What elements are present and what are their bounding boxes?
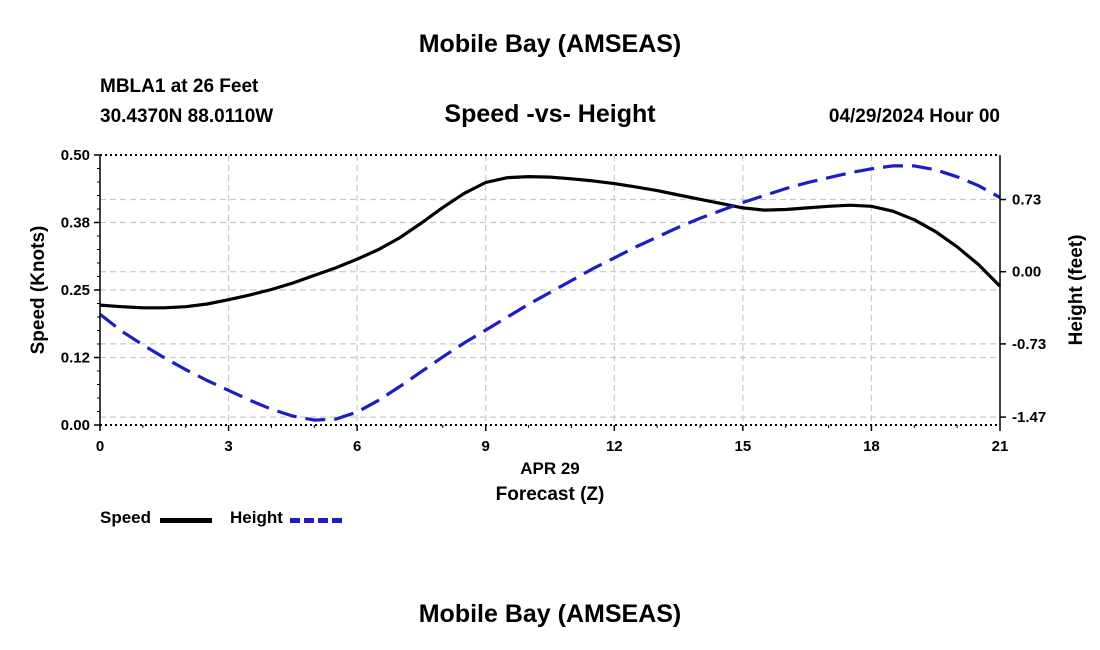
x-tick-label: 18	[863, 438, 880, 455]
y2-tick-label: -0.73	[1012, 336, 1046, 353]
grid-lines	[100, 155, 1000, 425]
footer-title: Mobile Bay (AMSEAS)	[418, 600, 682, 628]
x-tick-label: 6	[353, 438, 361, 455]
y2-tick-label: 0.73	[1012, 192, 1041, 209]
legend-swatch-speed	[160, 518, 212, 523]
x-tick-label: 21	[992, 438, 1009, 455]
series-line-height	[99, 164, 1001, 422]
x-tick-label: 15	[735, 438, 752, 455]
station-label: MBLA1 at 26 Feet	[100, 76, 259, 97]
series-layer	[99, 164, 1002, 422]
y2-axis-label: Height (feet)	[1066, 235, 1087, 346]
station-coordinates: 30.4370N 88.0110W	[100, 106, 274, 127]
y2-tick-label: -1.47	[1012, 409, 1046, 426]
chart-title: Speed -vs- Height	[444, 100, 656, 128]
y-axis-label: Speed (Knots)	[28, 226, 49, 355]
x-axis-date-label: APR 29	[520, 459, 580, 478]
y-tick-label: 0.25	[61, 282, 90, 299]
x-tick-label: 0	[96, 438, 104, 455]
y-tick-label: 0.50	[61, 147, 90, 164]
legend-swatch-height	[290, 518, 342, 523]
x-tick-label: 12	[606, 438, 623, 455]
page-title: Mobile Bay (AMSEAS)	[418, 30, 682, 58]
axis-ticks: 0 3 6 9 12 15 18 21 0.00 0.12 0.25 0.38 0.50 -1.47 -0.…	[61, 147, 1046, 455]
y-tick-label: 0.12	[61, 350, 90, 367]
y-tick-label: 0.00	[61, 417, 90, 434]
x-tick-label: 9	[482, 438, 490, 455]
y2-tick-label: 0.00	[1012, 264, 1041, 281]
series-line-speed	[99, 175, 1002, 310]
legend-item-height: Height	[230, 508, 283, 528]
legend-label-speed: Speed	[100, 508, 152, 527]
forecast-date: 04/29/2024 Hour 00	[828, 106, 1000, 127]
x-tick-label: 3	[224, 438, 232, 455]
legend-item-speed: Speed	[100, 508, 151, 528]
y-tick-label: 0.38	[61, 215, 90, 232]
x-axis-label: Forecast (Z)	[496, 484, 605, 505]
legend-label-height: Height	[230, 508, 283, 527]
